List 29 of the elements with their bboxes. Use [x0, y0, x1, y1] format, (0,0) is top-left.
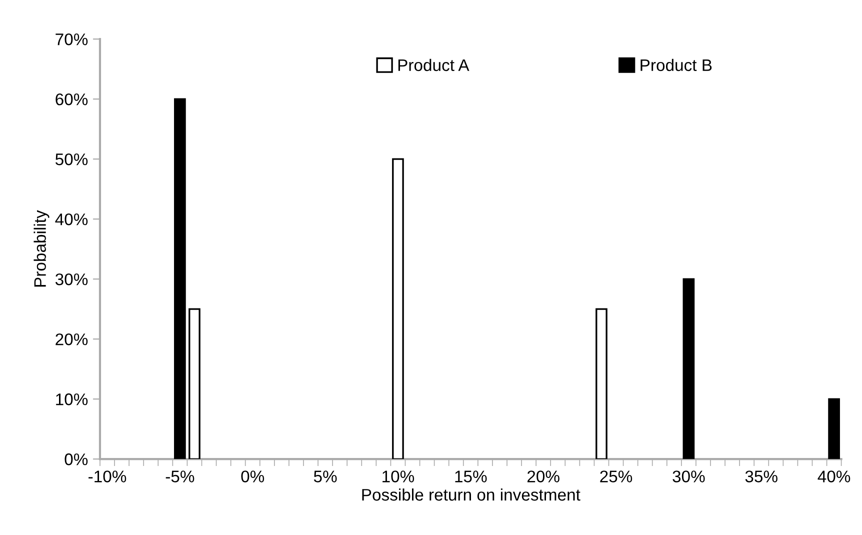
x-tick-label: 30% [672, 470, 705, 482]
bar [392, 158, 404, 460]
y-tick-label: 20% [56, 333, 88, 346]
x-tick-label: 15% [455, 470, 487, 482]
y-tick-label: 0% [64, 453, 88, 466]
y-tick-label: 30% [55, 273, 88, 286]
y-tick-label: 60% [56, 93, 88, 106]
bar [596, 308, 608, 460]
x-tick-label: 40% [818, 470, 850, 482]
x-axis-title: Possible return on investment [362, 488, 580, 501]
x-tick-label: 10% [382, 470, 414, 482]
x-tick-label: 35% [745, 470, 778, 482]
y-tick-label: 70% [56, 33, 88, 46]
x-tick-label: 0% [241, 470, 264, 482]
bar [682, 278, 695, 460]
x-tick-label: -5% [166, 470, 194, 482]
x-tick-label: 20% [527, 470, 560, 482]
legend-label: Product A [398, 58, 470, 72]
y-tick-label: 50% [55, 153, 88, 166]
x-tick-label: -10% [88, 470, 126, 482]
bar [174, 98, 186, 460]
legend-label: Product B [640, 58, 712, 72]
y-tick-label: 40% [55, 213, 88, 226]
x-tick-label: 5% [314, 470, 337, 482]
bar [828, 398, 840, 460]
y-tick-label: 10% [56, 393, 88, 406]
x-tick-label: 25% [600, 470, 632, 482]
y-axis-title: Probability [34, 210, 50, 287]
bar [188, 308, 200, 460]
